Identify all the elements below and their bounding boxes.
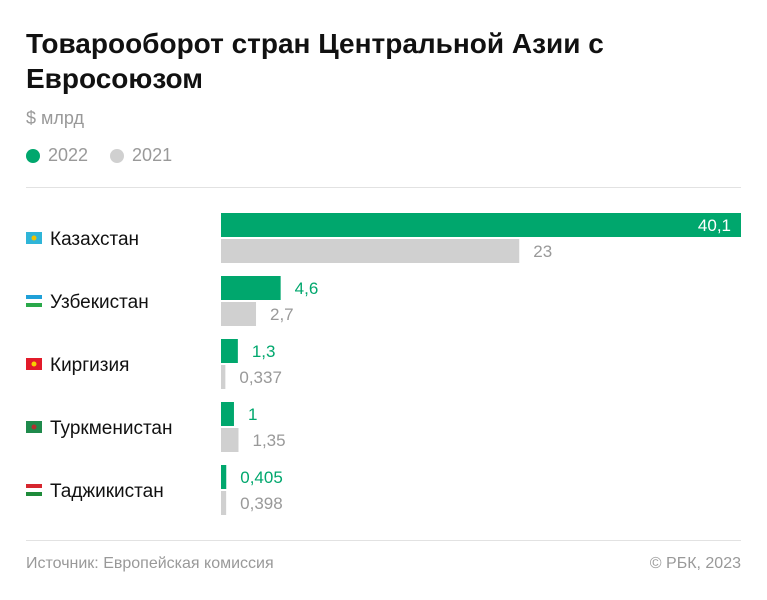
flag-emblem xyxy=(31,361,37,367)
bar-2022 xyxy=(221,465,227,489)
data-label-2021: 0,398 xyxy=(240,494,283,513)
flag-emblem xyxy=(31,235,37,241)
legend-swatch-2021 xyxy=(110,148,125,163)
bar-2022 xyxy=(221,276,281,300)
category-label: Узбекистан xyxy=(50,292,149,313)
bar-2022 xyxy=(221,402,234,426)
data-label-2022: 0,405 xyxy=(240,468,283,487)
data-label-2021: 23 xyxy=(533,242,552,261)
data-label-2021: 2,7 xyxy=(270,305,294,324)
legend-swatch-2022 xyxy=(26,148,40,163)
data-label-2022: 4,6 xyxy=(295,279,319,298)
unit-label: $ млрд xyxy=(26,108,84,128)
flag-emblem xyxy=(31,424,37,430)
flag-icon xyxy=(26,303,42,307)
category-label: Киргизия xyxy=(50,355,129,376)
divider-top xyxy=(26,187,741,188)
bar-2021 xyxy=(221,239,520,263)
legend: 2022 2021 xyxy=(26,145,172,166)
category-label: Казахстан xyxy=(50,229,139,250)
flag-icon xyxy=(26,299,42,303)
data-label-2022: 1,3 xyxy=(252,342,276,361)
flag-icon xyxy=(26,492,42,496)
bar-2021 xyxy=(221,491,227,515)
legend-item-2021: 2021 xyxy=(110,145,172,166)
source-note: Источник: Европейская комиссия xyxy=(26,555,274,572)
legend-item-2022: 2022 xyxy=(26,145,88,166)
bar-2021 xyxy=(221,365,226,389)
divider-bottom xyxy=(26,540,741,541)
data-label-2022: 40,1 xyxy=(698,216,731,235)
bar-2021 xyxy=(221,302,257,326)
legend-label-2021: 2021 xyxy=(132,145,173,165)
data-label-2022: 1 xyxy=(248,405,257,424)
data-label-2021: 1,35 xyxy=(253,431,286,450)
bar-2021 xyxy=(221,428,239,452)
legend-label-2022: 2022 xyxy=(48,145,89,165)
category-label: Таджикистан xyxy=(50,481,164,502)
flag-icon xyxy=(26,484,42,488)
bar-2022 xyxy=(221,339,238,363)
copyright: © РБК, 2023 xyxy=(649,555,741,572)
data-label-2021: 0,337 xyxy=(239,368,282,387)
category-label: Туркменистан xyxy=(50,418,173,439)
bar-2022 xyxy=(221,213,741,237)
flag-icon xyxy=(26,295,42,299)
flag-icon xyxy=(26,488,42,492)
chart-title: Товарооборот стран Центральной Азии с Ев… xyxy=(26,28,604,94)
